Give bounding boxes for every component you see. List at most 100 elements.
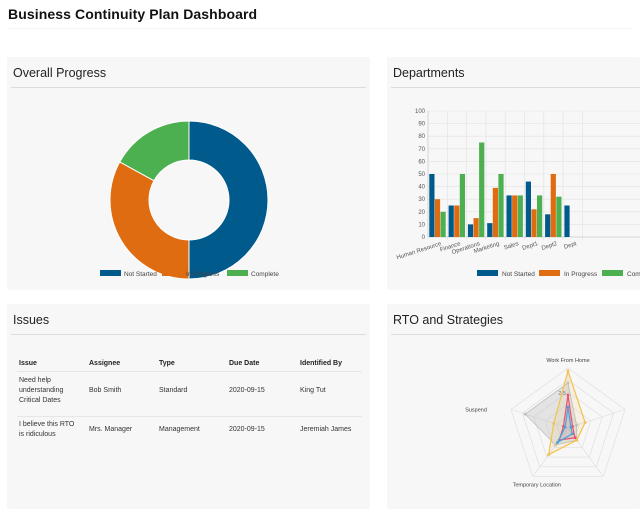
radar-point-work-from-home: [547, 453, 551, 457]
issue-cell: Need help understanding Critical Dates: [19, 377, 64, 404]
column-header-due-date[interactable]: Due Date: [229, 360, 260, 367]
legend-swatch-complete: [227, 270, 248, 276]
donut-slice-in-progress: [109, 161, 190, 280]
radar-point-suspend-area: [523, 412, 527, 416]
title-divider: [8, 28, 632, 29]
departments-card: Departments 0 10 20 30 40 50 60 70 80 90 100 Human …: [387, 57, 640, 290]
radar-chart: 2.5 Work From Home Temporary Location Suspe…: [465, 358, 626, 489]
legend-swatch-not-started: [100, 270, 121, 276]
radar-point-other: [563, 425, 567, 429]
radar-ring: [533, 391, 603, 458]
radar-point-temporary-location: [573, 436, 577, 440]
x-tick-label: Dept: [563, 241, 577, 251]
y-tick-label: 10: [418, 222, 425, 228]
bar-operations-in-progress: [473, 218, 479, 237]
legend-label-complete: Complete: [627, 271, 640, 278]
doughnut-chart: Not Started In Progress Complete: [100, 120, 279, 280]
bar-marketing-complete: [498, 174, 504, 237]
divider: [11, 87, 366, 88]
column-header-issue[interactable]: Issue: [19, 360, 37, 367]
bar-marketing-not-started: [487, 223, 493, 237]
radar-axis-label-suspend: Suspend: [465, 407, 487, 413]
bar-sales-not-started: [506, 195, 512, 237]
table-row[interactable]: I believe this RTO is ridiculous Mrs. Ma…: [17, 420, 362, 448]
card-title: Departments: [393, 66, 465, 80]
type-cell: Management: [159, 426, 200, 433]
x-tick-label: Sales: [503, 241, 519, 251]
radar-spoke: [567, 427, 604, 477]
radar-ring: [510, 367, 626, 477]
radar-point-suspend-area: [566, 381, 570, 385]
radar-axis-label-temporary-location: Temporary Location: [513, 483, 561, 489]
bar-dept1-not-started: [525, 181, 531, 237]
legend-label-not-started: Not Started: [502, 271, 535, 278]
assignee-cell: Mrs. Manager: [89, 426, 133, 433]
row-divider: [17, 416, 362, 417]
due-date-cell: 2020-09-15: [229, 387, 265, 394]
radar-spoke: [532, 427, 569, 477]
legend-swatch-in-progress: [162, 270, 183, 276]
x-tick-label: Dept2: [541, 241, 559, 252]
bar-finance-complete: [459, 174, 465, 237]
y-tick-label: 50: [418, 172, 425, 178]
y-tick-label: 40: [418, 185, 425, 191]
bar-marketing-in-progress: [492, 187, 498, 237]
y-tick-label: 70: [418, 147, 425, 153]
radar-point-work-from-home: [575, 438, 579, 442]
bar-human-resource-complete: [440, 211, 446, 237]
legend-label-not-started: Not Started: [124, 271, 157, 278]
assignee-cell: Bob Smith: [89, 387, 122, 394]
x-tick-label: Human Resource: [396, 241, 443, 261]
radar-point-work-from-home: [566, 369, 570, 373]
bar-operations-complete: [479, 142, 485, 237]
column-header-type[interactable]: Type: [159, 360, 175, 367]
y-tick-label: 20: [418, 210, 425, 216]
bar-dept2-not-started: [545, 214, 551, 237]
legend-swatch-complete: [602, 270, 623, 276]
y-tick-label: 60: [418, 159, 425, 165]
identified-by-cell: King Tut: [300, 387, 326, 394]
donut-slice-complete: [119, 120, 190, 182]
radar-tick-label: 2.5: [558, 391, 566, 397]
radar-point-suspend-area: [554, 443, 558, 447]
due-date-cell: 2020-09-15: [229, 426, 265, 433]
bar-dept2-in-progress: [550, 174, 556, 237]
identified-by-cell: Jeremiah James: [300, 426, 352, 433]
page-title: Business Continuity Plan Dashboard: [8, 6, 258, 22]
divider: [11, 334, 366, 335]
bar-human-resource-in-progress: [434, 199, 441, 237]
radar-axis-label-work-from-home: Work From Home: [546, 358, 589, 364]
radar-ring: [521, 379, 615, 468]
radar-point-other: [570, 432, 574, 436]
y-tick-label: 80: [418, 134, 425, 140]
radar-point-work-from-home: [552, 421, 556, 425]
radar-point-suspend-area: [575, 423, 578, 427]
radar-spoke: [510, 409, 569, 429]
y-tick-label: 30: [418, 197, 425, 203]
table-row[interactable]: Need help understanding Critical Dates B…: [17, 376, 362, 412]
radar-series-other: [555, 406, 573, 445]
issue-cell: I believe this RTO is ridiculous: [19, 421, 75, 438]
bar-dept3-not-started: [564, 205, 570, 237]
bar-sales-in-progress: [512, 195, 518, 237]
legend-swatch-not-started: [477, 270, 498, 276]
bar-operations-not-started: [467, 224, 474, 237]
type-cell: Standard: [159, 387, 188, 394]
legend-label-complete: Complete: [251, 271, 279, 278]
issues-card: Issues Issue Assignee Type Due Date Iden…: [7, 304, 370, 509]
overall-progress-card: Overall Progress Not Started In Progress C…: [7, 57, 370, 290]
rto-strategies-card: RTO and Strategies 2.5 Work From Home Temp…: [387, 304, 640, 509]
radar-point-work-from-home: [583, 421, 587, 424]
radar-point-other: [566, 405, 570, 409]
radar-ring: [544, 403, 592, 448]
x-tick-label: Dept1: [522, 241, 540, 252]
radar-ring: [556, 415, 580, 439]
legend-swatch-in-progress: [539, 270, 560, 276]
header-divider: [17, 371, 362, 372]
column-header-assignee[interactable]: Assignee: [89, 360, 121, 367]
divider: [391, 334, 640, 335]
column-header-identified-by[interactable]: Identified By: [300, 360, 343, 367]
y-tick-label: 90: [418, 122, 425, 128]
bar-finance-not-started: [448, 205, 454, 237]
